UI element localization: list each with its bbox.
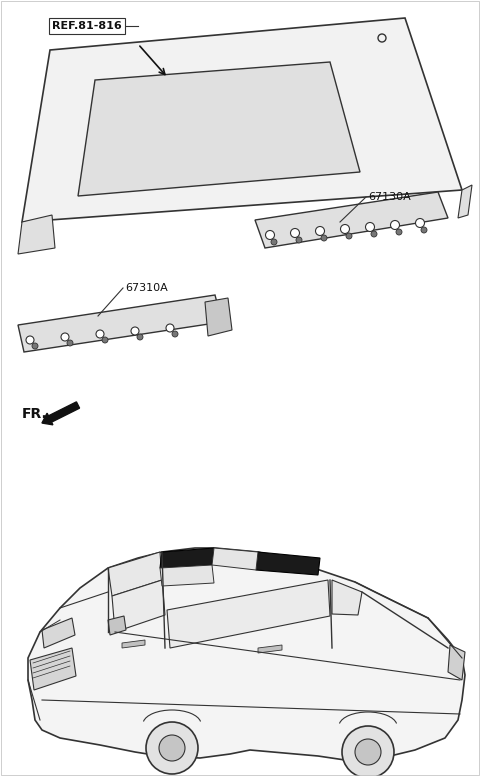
Circle shape (26, 336, 34, 344)
Polygon shape (212, 548, 258, 570)
Circle shape (102, 337, 108, 343)
Text: REF.81-816: REF.81-816 (52, 21, 122, 31)
Circle shape (290, 228, 300, 237)
Polygon shape (112, 580, 165, 632)
Text: 67130A: 67130A (368, 192, 411, 202)
Polygon shape (458, 185, 472, 218)
Circle shape (346, 233, 352, 239)
Circle shape (96, 330, 104, 338)
Circle shape (296, 237, 302, 243)
Polygon shape (332, 580, 362, 615)
Polygon shape (122, 640, 145, 648)
Circle shape (137, 334, 143, 340)
Circle shape (321, 235, 327, 241)
Circle shape (131, 327, 139, 335)
Circle shape (32, 343, 38, 349)
Circle shape (166, 324, 174, 332)
Polygon shape (448, 645, 465, 680)
Circle shape (371, 231, 377, 237)
Text: FR.: FR. (22, 407, 48, 421)
Circle shape (67, 340, 73, 346)
Circle shape (342, 726, 394, 776)
FancyArrow shape (42, 402, 80, 424)
Polygon shape (28, 548, 465, 760)
Circle shape (396, 229, 402, 235)
Polygon shape (256, 552, 320, 575)
Circle shape (271, 239, 277, 245)
Text: 67310A: 67310A (125, 283, 168, 293)
Polygon shape (205, 298, 232, 336)
Polygon shape (78, 62, 360, 196)
Polygon shape (108, 552, 162, 596)
Polygon shape (42, 618, 75, 648)
Circle shape (340, 224, 349, 234)
Circle shape (315, 227, 324, 235)
Circle shape (355, 739, 381, 765)
Polygon shape (160, 565, 214, 586)
Polygon shape (255, 192, 448, 248)
Polygon shape (108, 616, 126, 635)
Polygon shape (18, 215, 55, 254)
Circle shape (146, 722, 198, 774)
Circle shape (61, 333, 69, 341)
Circle shape (265, 230, 275, 240)
Circle shape (391, 220, 399, 230)
Polygon shape (258, 645, 282, 653)
Circle shape (365, 223, 374, 231)
Polygon shape (160, 548, 214, 568)
Circle shape (159, 735, 185, 761)
Polygon shape (18, 295, 222, 352)
Polygon shape (167, 580, 330, 648)
Circle shape (421, 227, 427, 233)
Polygon shape (22, 18, 462, 222)
Polygon shape (30, 648, 76, 690)
Circle shape (416, 219, 424, 227)
Circle shape (172, 331, 178, 337)
